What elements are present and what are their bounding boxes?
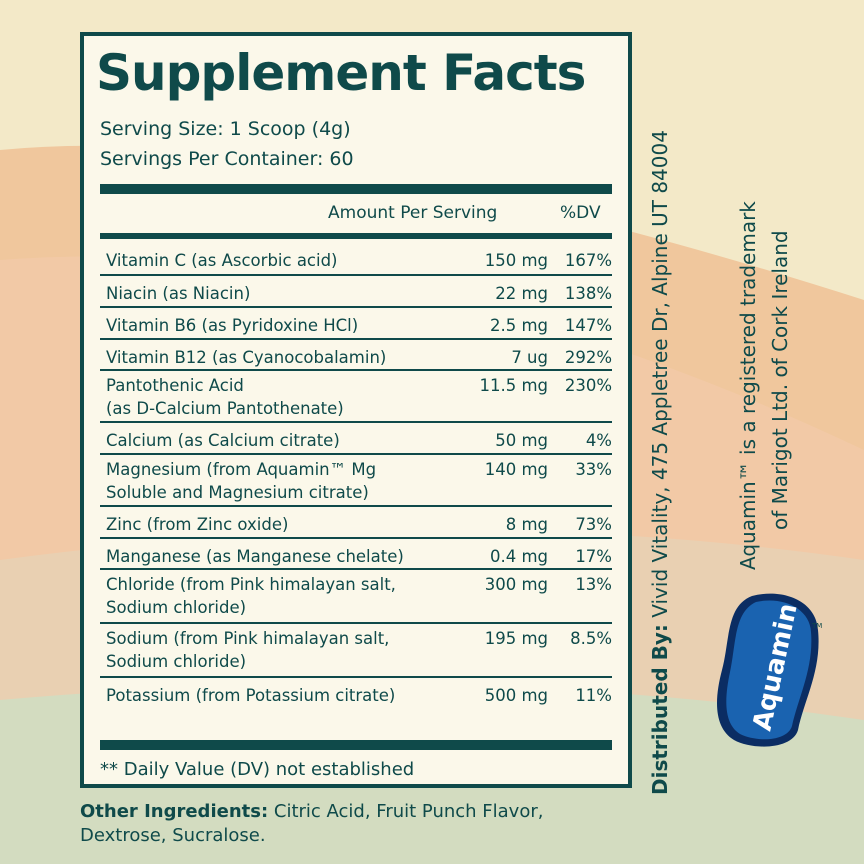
nutrient-dv: 230% bbox=[564, 376, 612, 395]
nutrient-name-line: Zinc (from Zinc oxide) bbox=[106, 515, 289, 534]
other-ingredients-label: Other Ingredients: bbox=[80, 801, 269, 822]
logo-tm: TM bbox=[811, 622, 822, 630]
nutrient-row: Magnesium (from Aquamin™ Mg Soluble and M… bbox=[100, 455, 612, 507]
nutrient-row: Vitamin C (as Ascorbic acid) 150 mg 167% bbox=[100, 243, 612, 276]
nutrient-source-line: Sodium chloride) bbox=[106, 652, 247, 671]
distributor-text: Distributed By: Vivid Vitality, 475 Appl… bbox=[648, 130, 672, 795]
nutrient-name: Vitamin B12 (as Cyanocobalamin) bbox=[106, 346, 386, 369]
nutrient-row: Vitamin B12 (as Cyanocobalamin) 7 ug 292% bbox=[100, 340, 612, 371]
nutrient-amount: 0.4 mg bbox=[489, 547, 548, 566]
nutrient-name-line: Magnesium (from Aquamin™ Mg bbox=[106, 460, 377, 479]
nutrient-row: Zinc (from Zinc oxide) 8 mg 73% bbox=[100, 507, 612, 539]
serving-size: Serving Size: 1 Scoop (4g) bbox=[100, 118, 351, 140]
supplement-facts-panel: Supplement Facts Serving Size: 1 Scoop (… bbox=[80, 32, 632, 788]
nutrient-name-line: Calcium (as Calcium citrate) bbox=[106, 431, 340, 450]
row-divider bbox=[100, 369, 612, 371]
row-divider bbox=[100, 338, 612, 340]
row-divider bbox=[100, 421, 612, 423]
nutrient-row: Calcium (as Calcium citrate) 50 mg 4% bbox=[100, 423, 612, 455]
nutrient-row: Pantothenic Acid (as D-Calcium Pantothena… bbox=[100, 371, 612, 423]
nutrient-name-line: Potassium (from Potassium citrate) bbox=[106, 686, 396, 705]
nutrient-amount: 11.5 mg bbox=[479, 376, 548, 395]
nutrient-name: Vitamin C (as Ascorbic acid) bbox=[106, 249, 338, 272]
other-ingredients-text: Citric Acid, Fruit Punch Flavor, Dextros… bbox=[80, 801, 544, 846]
aquamin-logo: Aquamin TM bbox=[717, 593, 822, 747]
nutrient-name-line: Chloride (from Pink himalayan salt, bbox=[106, 575, 396, 594]
dv-header: %DV bbox=[560, 203, 601, 223]
nutrient-name-line: Vitamin C (as Ascorbic acid) bbox=[106, 251, 338, 270]
nutrient-source-line: Sodium chloride) bbox=[106, 598, 247, 617]
nutrient-dv: 167% bbox=[564, 251, 612, 270]
nutrient-dv: 11% bbox=[575, 686, 612, 705]
nutrient-name-line: Sodium (from Pink himalayan salt, bbox=[106, 629, 390, 648]
thick-divider bbox=[100, 184, 612, 194]
nutrient-dv: 73% bbox=[575, 515, 612, 534]
panel-title: Supplement Facts bbox=[96, 44, 586, 102]
trademark-line-2: of Marigot Ltd. of Cork Ireland bbox=[768, 230, 792, 530]
nutrient-name: Sodium (from Pink himalayan salt, Sodium … bbox=[106, 627, 389, 673]
nutrient-amount: 300 mg bbox=[484, 575, 548, 594]
other-ingredients: Other Ingredients: Citric Acid, Fruit Pu… bbox=[80, 800, 580, 848]
distributor-label: Distributed By: bbox=[648, 624, 672, 795]
row-divider bbox=[100, 568, 612, 570]
nutrient-name-line: Pantothenic Acid bbox=[106, 376, 244, 395]
nutrient-amount: 50 mg bbox=[495, 431, 548, 450]
nutrient-name: Zinc (from Zinc oxide) bbox=[106, 513, 288, 536]
nutrient-dv: 13% bbox=[575, 575, 612, 594]
row-divider bbox=[100, 453, 612, 455]
row-divider bbox=[100, 622, 612, 624]
nutrient-name-line: Manganese (as Manganese chelate) bbox=[106, 547, 404, 566]
nutrient-row: Sodium (from Pink himalayan salt, Sodium … bbox=[100, 624, 612, 678]
nutrient-dv: 292% bbox=[564, 348, 612, 367]
row-divider bbox=[100, 505, 612, 507]
nutrient-dv: 4% bbox=[585, 431, 612, 450]
nutrient-row: Manganese (as Manganese chelate) 0.4 mg 17… bbox=[100, 539, 612, 570]
nutrient-amount: 22 mg bbox=[495, 284, 548, 303]
nutrient-name-line: Niacin (as Niacin) bbox=[106, 284, 251, 303]
nutrient-name: Manganese (as Manganese chelate) bbox=[106, 545, 404, 568]
nutrient-name-line: Vitamin B6 (as Pyridoxine HCl) bbox=[106, 316, 359, 335]
nutrient-dv: 147% bbox=[564, 316, 612, 335]
nutrient-name: Chloride (from Pink himalayan salt, Sodiu… bbox=[106, 573, 396, 619]
nutrient-row: Niacin (as Niacin) 22 mg 138% bbox=[100, 276, 612, 308]
nutrient-amount: 140 mg bbox=[484, 460, 548, 479]
nutrient-amount: 7 ug bbox=[511, 348, 548, 367]
nutrient-name: Potassium (from Potassium citrate) bbox=[106, 684, 395, 707]
nutrient-dv: 17% bbox=[575, 547, 612, 566]
nutrient-dv: 138% bbox=[564, 284, 612, 303]
nutrient-source-line: Soluble and Magnesium citrate) bbox=[106, 483, 369, 502]
nutrient-dv: 33% bbox=[575, 460, 612, 479]
nutrient-name: Pantothenic Acid (as D-Calcium Pantothena… bbox=[106, 374, 344, 420]
nutrient-dv: 8.5% bbox=[570, 629, 612, 648]
nutrient-source-line: (as D-Calcium Pantothenate) bbox=[106, 399, 344, 418]
trademark-line-1: Aquamin™ is a registered trademark bbox=[736, 201, 760, 570]
nutrient-row: Chloride (from Pink himalayan salt, Sodiu… bbox=[100, 570, 612, 624]
nutrient-amount: 2.5 mg bbox=[489, 316, 548, 335]
row-divider bbox=[100, 274, 612, 276]
nutrient-name: Vitamin B6 (as Pyridoxine HCl) bbox=[106, 314, 358, 337]
header-divider bbox=[100, 233, 612, 239]
nutrient-row: Vitamin B6 (as Pyridoxine HCl) 2.5 mg 147% bbox=[100, 308, 612, 340]
nutrient-name: Magnesium (from Aquamin™ Mg Soluble and M… bbox=[106, 458, 376, 504]
nutrient-row: Potassium (from Potassium citrate) 500 mg… bbox=[100, 678, 612, 714]
row-divider bbox=[100, 537, 612, 539]
distributor-address: Vivid Vitality, 475 Appletree Dr, Alpine… bbox=[648, 130, 672, 625]
nutrient-amount: 8 mg bbox=[505, 515, 548, 534]
row-divider bbox=[100, 306, 612, 308]
servings-per-container: Servings Per Container: 60 bbox=[100, 148, 354, 170]
nutrient-amount: 150 mg bbox=[484, 251, 548, 270]
footnote: ** Daily Value (DV) not established bbox=[100, 759, 415, 780]
row-divider bbox=[100, 676, 612, 678]
bottom-divider bbox=[100, 740, 612, 750]
nutrient-name-line: Vitamin B12 (as Cyanocobalamin) bbox=[106, 348, 387, 367]
amount-per-serving-header: Amount Per Serving bbox=[328, 203, 498, 223]
nutrient-name: Niacin (as Niacin) bbox=[106, 282, 250, 305]
nutrient-amount: 195 mg bbox=[484, 629, 548, 648]
nutrient-amount: 500 mg bbox=[484, 686, 548, 705]
nutrient-name: Calcium (as Calcium citrate) bbox=[106, 429, 340, 452]
